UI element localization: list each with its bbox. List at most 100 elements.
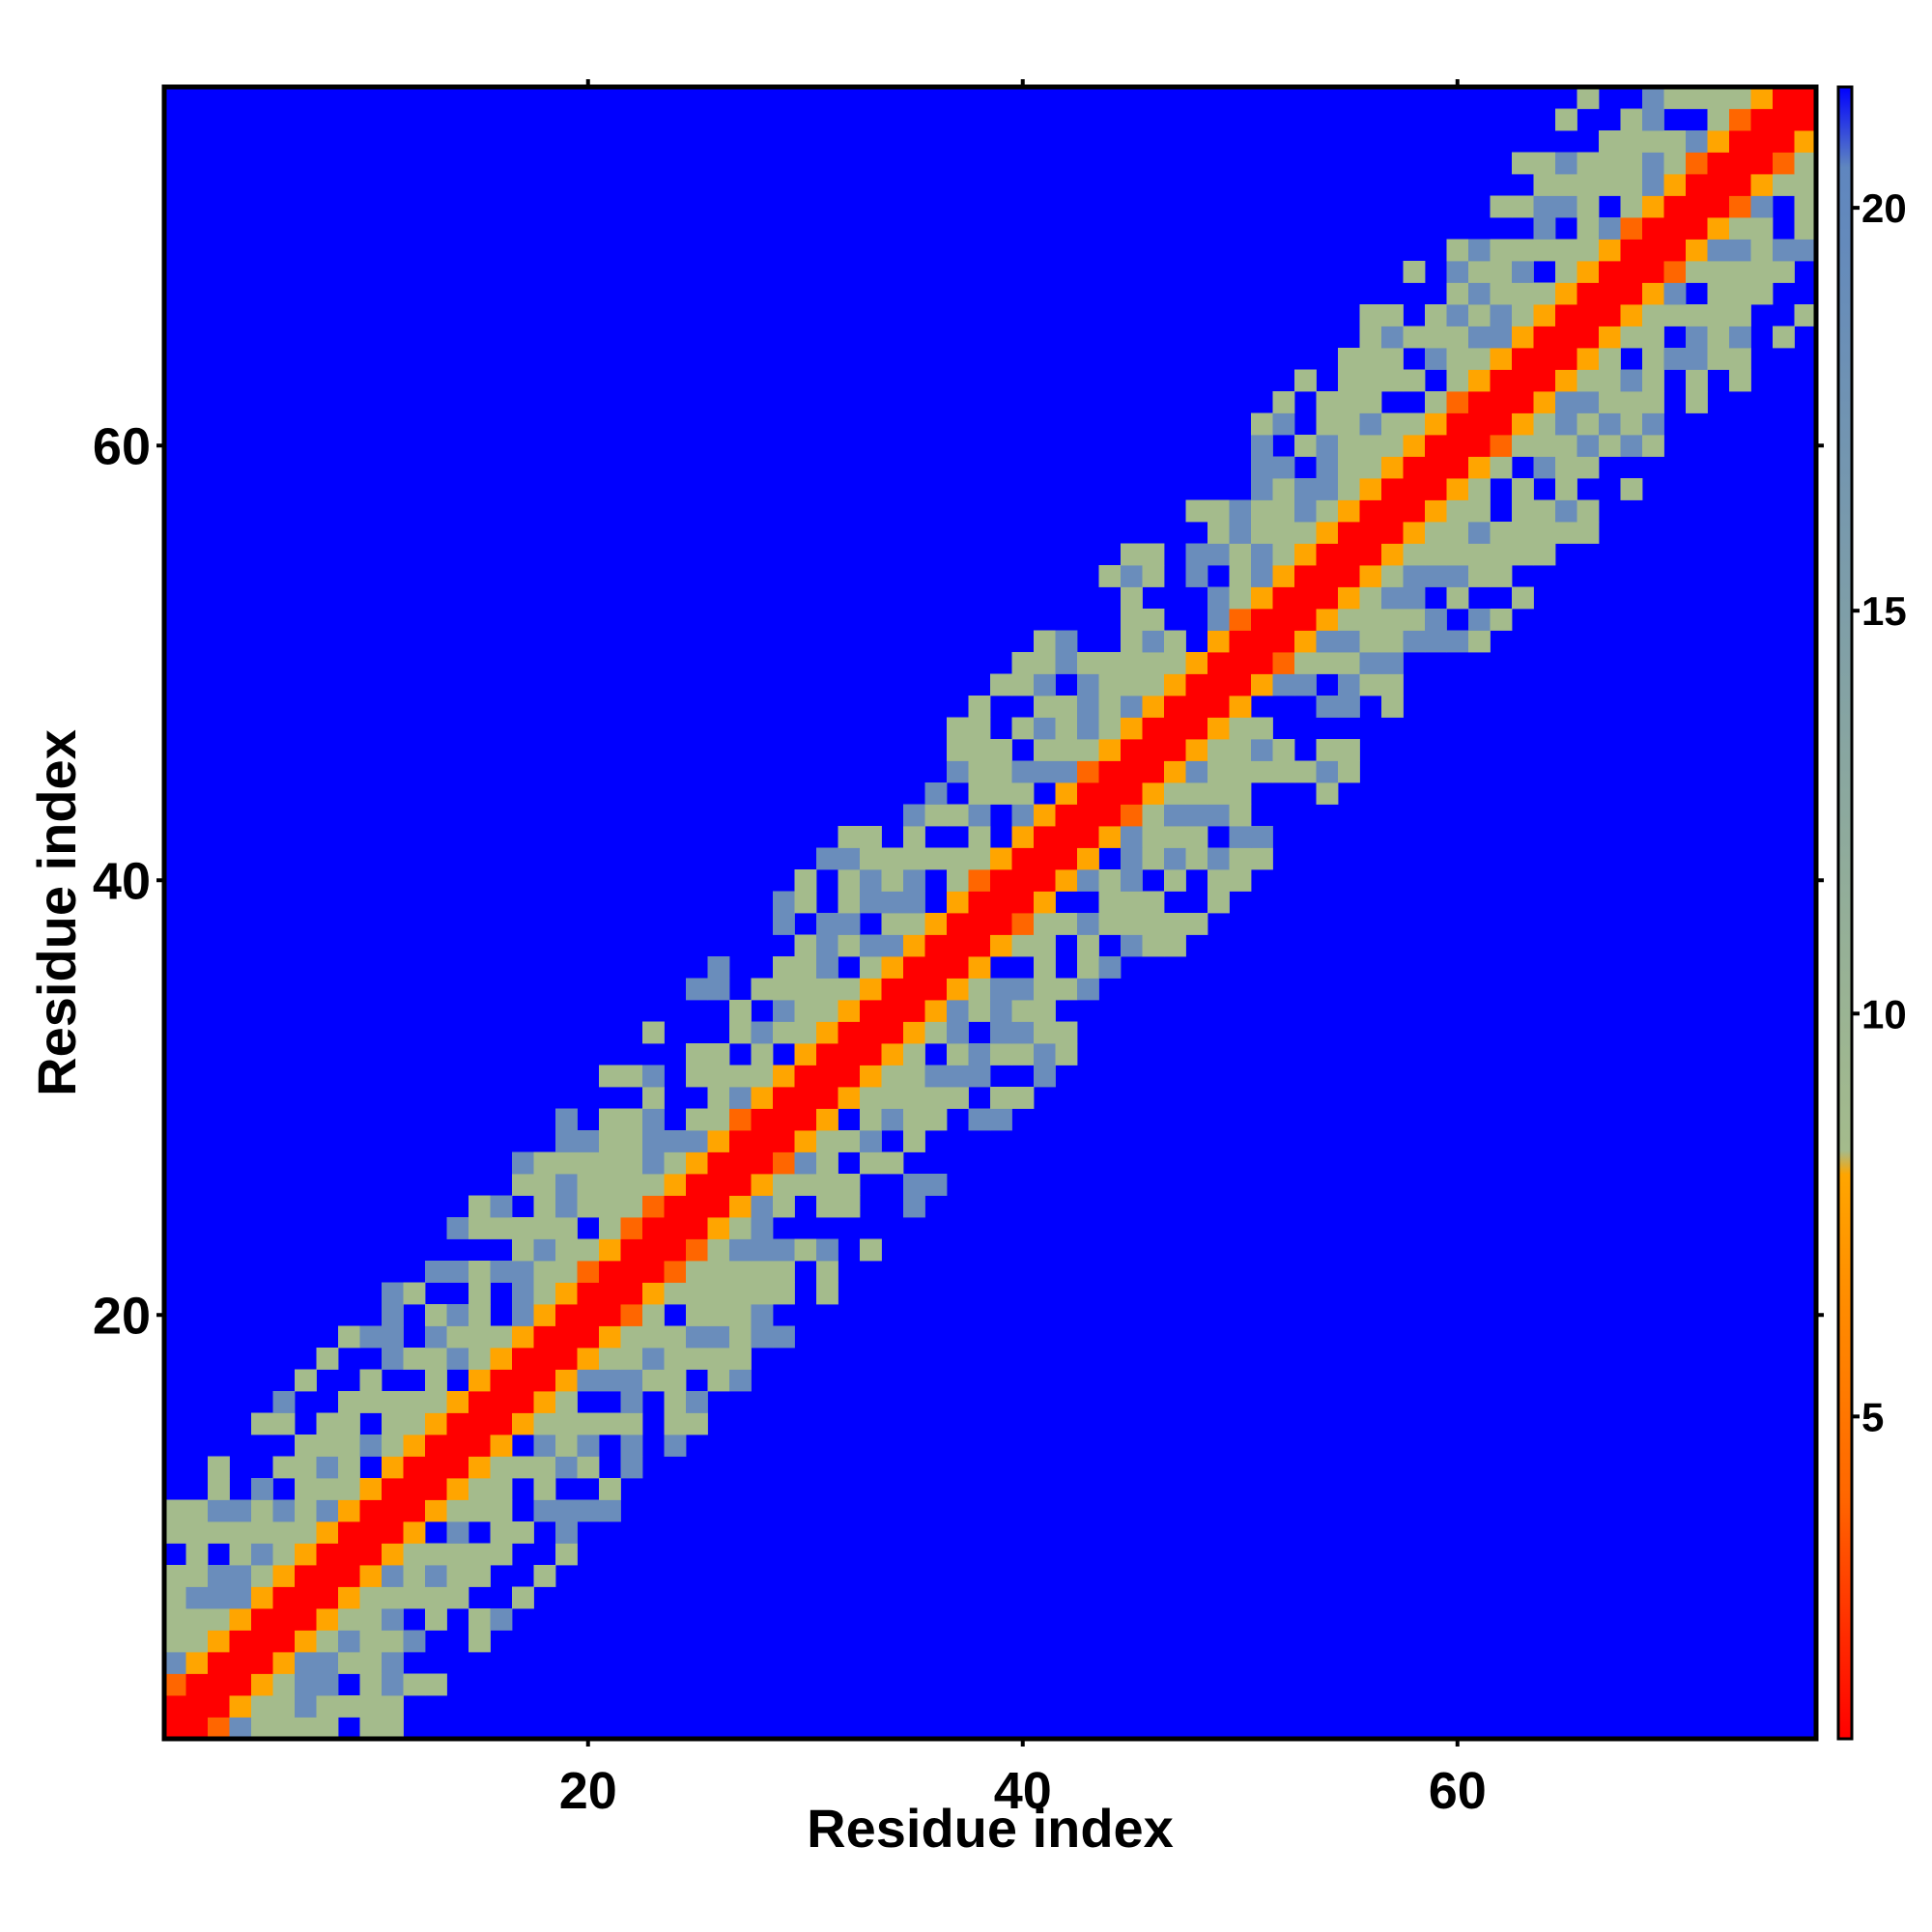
- heatmap-cell: [1599, 217, 1621, 240]
- y-axis-title: Residue index: [26, 729, 87, 1096]
- heatmap-cell: [1208, 652, 1230, 674]
- heatmap-cell: [947, 1087, 969, 1109]
- heatmap-cell: [1381, 369, 1404, 392]
- heatmap-cell: [838, 978, 861, 1001]
- heatmap-cell: [599, 1304, 621, 1326]
- heatmap-cell: [794, 1238, 817, 1262]
- heatmap-cell: [947, 956, 969, 979]
- heatmap-cell: [686, 1282, 708, 1305]
- heatmap-cell: [1272, 565, 1295, 587]
- heatmap-cell: [1577, 391, 1600, 413]
- heatmap-cell: [1316, 565, 1339, 587]
- heatmap-cell: [642, 1108, 665, 1131]
- heatmap-cell: [272, 1499, 296, 1522]
- heatmap-cell: [903, 956, 925, 979]
- heatmap-cell: [490, 1543, 513, 1566]
- heatmap-cell: [816, 1021, 838, 1044]
- heatmap-cell: [1011, 934, 1035, 957]
- heatmap-cell: [1490, 456, 1513, 479]
- heatmap-cell: [1490, 304, 1513, 327]
- heatmap-cell: [838, 1065, 861, 1088]
- heatmap-cell: [229, 1717, 252, 1740]
- heatmap-cell: [1512, 304, 1534, 327]
- heatmap-cell: [382, 1695, 404, 1718]
- heatmap-cell: [773, 1108, 795, 1131]
- heatmap-cell: [1686, 261, 1708, 283]
- heatmap-cell: [1185, 565, 1208, 587]
- heatmap-cell: [1555, 499, 1577, 523]
- heatmap-cell: [555, 1325, 578, 1349]
- heatmap-cell: [490, 1456, 513, 1479]
- heatmap-cell: [469, 1543, 491, 1566]
- heatmap-cell: [1164, 760, 1186, 783]
- heatmap-cell: [1077, 869, 1099, 892]
- heatmap-cell: [1338, 435, 1360, 457]
- heatmap-cell: [664, 1325, 687, 1349]
- heatmap-cell: [185, 1586, 209, 1609]
- heatmap-cell: [1359, 543, 1382, 566]
- heatmap-cell: [208, 1521, 230, 1544]
- heatmap-cell: [1555, 152, 1577, 175]
- heatmap-cell: [1620, 152, 1643, 175]
- heatmap-cell: [1620, 195, 1643, 218]
- heatmap-cell: [1359, 326, 1382, 349]
- heatmap-cell: [164, 1499, 186, 1522]
- heatmap-cell: [751, 1325, 774, 1349]
- heatmap-cell: [425, 1478, 447, 1500]
- heatmap-cell: [924, 956, 948, 979]
- heatmap-cell: [947, 913, 969, 935]
- heatmap-cell: [903, 891, 925, 914]
- heatmap-cell: [1425, 478, 1447, 500]
- heatmap-cell: [185, 1695, 209, 1718]
- heatmap-cell: [794, 891, 817, 914]
- heatmap-cell: [1490, 195, 1513, 218]
- heatmap-cell: [1055, 804, 1078, 827]
- heatmap-cell: [1490, 391, 1513, 413]
- heatmap-cell: [490, 1435, 513, 1457]
- heatmap-cell: [620, 1456, 643, 1479]
- heatmap-cell: [316, 1478, 339, 1500]
- heatmap-cell: [903, 1043, 925, 1065]
- heatmap-cell: [1121, 804, 1143, 827]
- heatmap-cell: [1381, 412, 1404, 436]
- x-tick-label: 60: [1429, 1762, 1487, 1820]
- heatmap-cell: [446, 1565, 469, 1587]
- heatmap-cell: [947, 934, 969, 957]
- heatmap-cell: [1794, 195, 1817, 218]
- heatmap-cell: [751, 1065, 774, 1088]
- heatmap-cell: [1164, 847, 1186, 870]
- heatmap-cell: [1185, 782, 1208, 805]
- heatmap-cell: [794, 869, 817, 892]
- heatmap-cell: [1359, 499, 1382, 523]
- heatmap-cell: [1750, 108, 1774, 131]
- heatmap-cell: [1577, 217, 1600, 240]
- heatmap-cell: [881, 913, 904, 935]
- heatmap-cell: [816, 1065, 838, 1088]
- heatmap-cell: [686, 1391, 708, 1413]
- heatmap-cell: [272, 1586, 296, 1609]
- heatmap-cell: [1359, 630, 1382, 653]
- heatmap-cell: [1229, 847, 1252, 870]
- heatmap-cell: [686, 1195, 708, 1218]
- heatmap-cell: [751, 1151, 774, 1175]
- heatmap-cell: [469, 1565, 491, 1587]
- heatmap-cell: [1034, 739, 1056, 761]
- heatmap-cell: [1446, 369, 1469, 392]
- heatmap-cell: [469, 1369, 491, 1392]
- heatmap-cell: [533, 1412, 556, 1435]
- heatmap-cell: [469, 1391, 491, 1413]
- heatmap-cell: [1098, 869, 1122, 892]
- heatmap-cell: [642, 1325, 665, 1349]
- heatmap-cell: [1642, 87, 1664, 109]
- heatmap-cell: [1533, 499, 1556, 523]
- heatmap-cell: [1121, 891, 1143, 914]
- heatmap-cell: [1773, 152, 1795, 175]
- heatmap-cell: [1185, 652, 1208, 674]
- heatmap-cell: [229, 1586, 252, 1609]
- heatmap-cell: [1533, 435, 1556, 457]
- heatmap-cell: [620, 1412, 643, 1435]
- heatmap-cell: [1599, 304, 1621, 327]
- heatmap-cell: [446, 1478, 469, 1500]
- heatmap-cell: [707, 1282, 730, 1305]
- heatmap-cell: [577, 1151, 600, 1175]
